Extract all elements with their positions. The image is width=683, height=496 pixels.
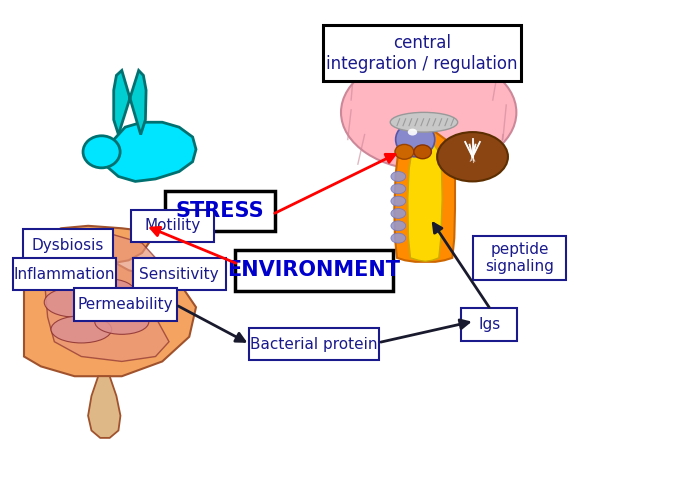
Text: ENVIRONMENT: ENVIRONMENT (227, 260, 400, 280)
FancyBboxPatch shape (165, 190, 275, 232)
Text: Igs: Igs (478, 317, 501, 332)
Text: Inflammation: Inflammation (14, 267, 115, 282)
Ellipse shape (395, 144, 414, 159)
Polygon shape (24, 226, 196, 376)
FancyBboxPatch shape (13, 258, 116, 291)
FancyBboxPatch shape (323, 25, 520, 81)
Text: STRESS: STRESS (176, 201, 264, 221)
Ellipse shape (341, 55, 516, 170)
FancyBboxPatch shape (462, 308, 518, 341)
Ellipse shape (395, 122, 435, 157)
Ellipse shape (390, 113, 458, 132)
Ellipse shape (391, 196, 406, 206)
Ellipse shape (414, 145, 432, 159)
Ellipse shape (391, 221, 406, 231)
Polygon shape (408, 139, 442, 261)
FancyBboxPatch shape (74, 289, 177, 321)
Polygon shape (394, 129, 455, 262)
Text: Sensitivity: Sensitivity (139, 267, 219, 282)
Ellipse shape (81, 279, 135, 306)
FancyBboxPatch shape (133, 258, 225, 291)
Ellipse shape (437, 132, 508, 182)
Polygon shape (88, 376, 120, 438)
Ellipse shape (391, 233, 406, 243)
Ellipse shape (83, 136, 120, 168)
Text: peptide
signaling: peptide signaling (486, 242, 554, 274)
FancyBboxPatch shape (23, 229, 113, 262)
Polygon shape (113, 70, 146, 134)
Ellipse shape (95, 310, 149, 334)
Polygon shape (105, 122, 196, 182)
FancyBboxPatch shape (473, 236, 566, 280)
Polygon shape (44, 233, 169, 362)
FancyBboxPatch shape (131, 209, 214, 242)
Ellipse shape (51, 316, 112, 343)
FancyBboxPatch shape (249, 328, 379, 361)
Ellipse shape (391, 184, 406, 194)
Text: central
integration / regulation: central integration / regulation (326, 34, 518, 72)
Text: Bacterial protein: Bacterial protein (250, 337, 378, 352)
Text: Permeability: Permeability (77, 297, 173, 312)
Ellipse shape (44, 288, 105, 317)
Text: Dysbiosis: Dysbiosis (31, 238, 104, 253)
Ellipse shape (391, 172, 406, 182)
Text: Motility: Motility (144, 218, 201, 233)
FancyBboxPatch shape (236, 249, 393, 291)
Ellipse shape (408, 128, 417, 135)
Ellipse shape (391, 208, 406, 218)
